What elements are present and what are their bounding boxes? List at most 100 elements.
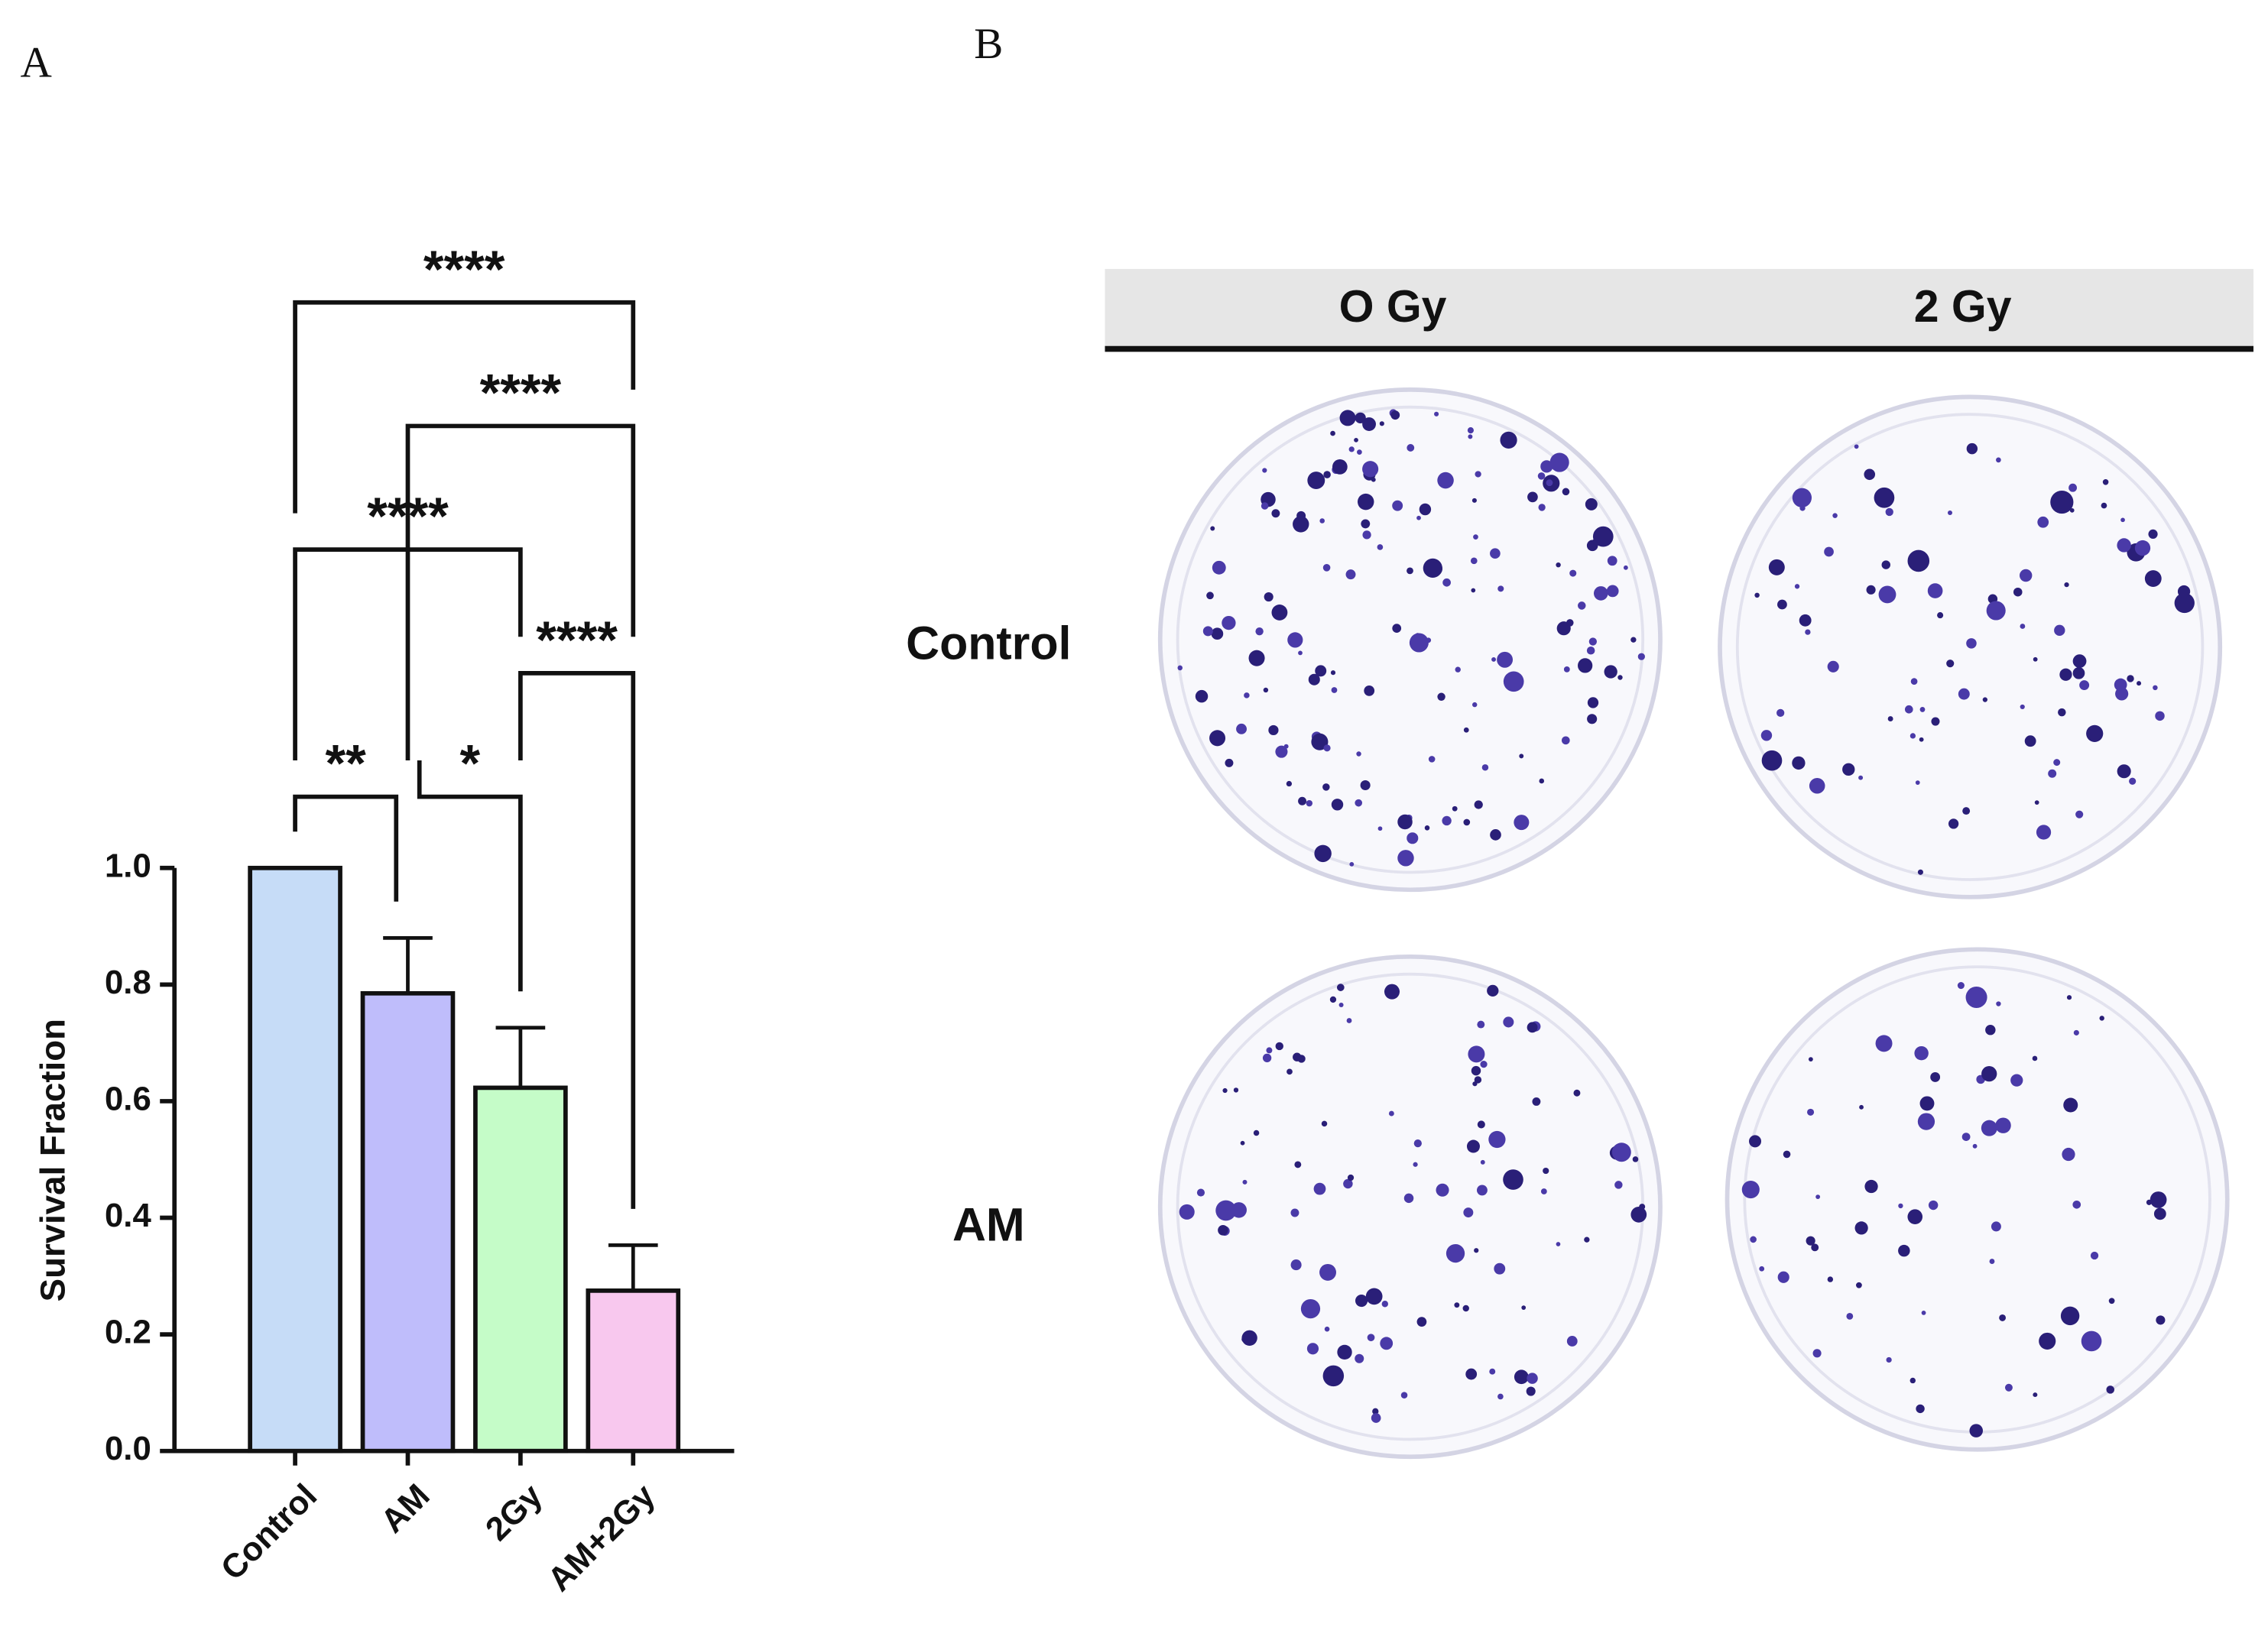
colony [1549, 452, 1569, 472]
colony [1519, 754, 1524, 759]
colony [1264, 592, 1274, 602]
colony [1794, 584, 1800, 589]
colony [1357, 493, 1374, 510]
colony [2120, 517, 2125, 523]
colony [1298, 796, 1306, 805]
colony [1445, 1243, 1465, 1263]
colony [1222, 1087, 1228, 1094]
colony [2137, 681, 2142, 686]
colony [1466, 1139, 1480, 1153]
colony [1537, 472, 1546, 480]
colony [1497, 585, 1504, 592]
colony [1322, 1365, 1345, 1387]
colony [1275, 745, 1288, 758]
colony [1809, 777, 1825, 794]
colony [1965, 986, 1987, 1009]
colony [1356, 751, 1361, 757]
colony [1991, 1221, 2001, 1232]
colony [1436, 1183, 1449, 1197]
colony [1981, 1120, 1997, 1136]
colony [2174, 592, 2195, 614]
colony [1898, 1244, 1910, 1257]
colony [1261, 502, 1269, 510]
colony [1958, 688, 1970, 700]
colony [1306, 1343, 1319, 1355]
colony [1209, 730, 1226, 747]
colony [1527, 1373, 1538, 1384]
colony [1212, 560, 1226, 575]
colony [1917, 1113, 1935, 1130]
significance-label: * [459, 734, 480, 793]
colony [1792, 756, 1806, 770]
colony [1300, 1298, 1321, 1319]
colony [1875, 1035, 1893, 1052]
colony [1428, 756, 1436, 763]
significance-bracket [417, 760, 523, 992]
x-tick-label: AM+2Gy [540, 1476, 663, 1599]
colony [1915, 780, 1920, 785]
colony [1503, 1016, 1514, 1028]
colony [1999, 1314, 2007, 1321]
colony [1360, 779, 1371, 791]
error-bar [608, 1243, 658, 1291]
bar [586, 1288, 681, 1454]
colony [1917, 869, 1923, 875]
x-tick-label: 2Gy [479, 1476, 550, 1548]
colony [1957, 982, 1965, 990]
colony [1390, 410, 1400, 420]
colony [1331, 687, 1338, 693]
colony [1930, 1072, 1941, 1082]
colony [1921, 1310, 1926, 1315]
colony [1407, 567, 1413, 575]
y-tick-label: 0.4 [105, 1197, 151, 1234]
colony [1532, 1097, 1541, 1106]
colony [2019, 569, 2033, 582]
colony [2013, 587, 2023, 597]
significance-bracket [293, 794, 399, 902]
bar [360, 990, 456, 1454]
colony [1377, 544, 1384, 550]
colony [1606, 585, 1619, 598]
colony [1397, 850, 1414, 867]
colony [2129, 777, 2137, 785]
colony [1543, 1167, 1549, 1175]
colony [1413, 1162, 1418, 1167]
plate [1725, 947, 2230, 1452]
colony [1885, 507, 1893, 517]
colony [1314, 844, 1332, 863]
colony [1381, 1301, 1388, 1308]
colony [1962, 807, 1971, 815]
colony [1413, 1139, 1422, 1148]
colony [1266, 1047, 1273, 1054]
colony [2039, 1332, 2056, 1350]
colony [1566, 619, 1574, 627]
colony [1487, 984, 1499, 997]
colony [1321, 1120, 1328, 1127]
colony [1556, 562, 1561, 568]
colony [1218, 1225, 1228, 1236]
panel-label: A [21, 39, 52, 87]
colony [1345, 569, 1356, 580]
bar [248, 865, 342, 1454]
colony [2079, 680, 2090, 691]
colony [2102, 479, 2109, 485]
colony [1306, 799, 1313, 807]
colony [1323, 744, 1331, 752]
colony [1842, 763, 1855, 776]
colony [1329, 996, 1337, 1003]
colony [1313, 1182, 1326, 1195]
colony [2048, 769, 2057, 778]
colony [2099, 1016, 2104, 1021]
colony [2064, 582, 2069, 588]
colony [1527, 1022, 1538, 1033]
colony [1586, 540, 1598, 552]
colony [2060, 1306, 2080, 1326]
colony [1407, 444, 1415, 452]
colony [1607, 556, 1617, 566]
colony [1759, 1266, 1765, 1272]
colony [2054, 624, 2065, 637]
colony [2148, 529, 2158, 539]
colony [1349, 861, 1355, 867]
colony [2020, 624, 2026, 629]
